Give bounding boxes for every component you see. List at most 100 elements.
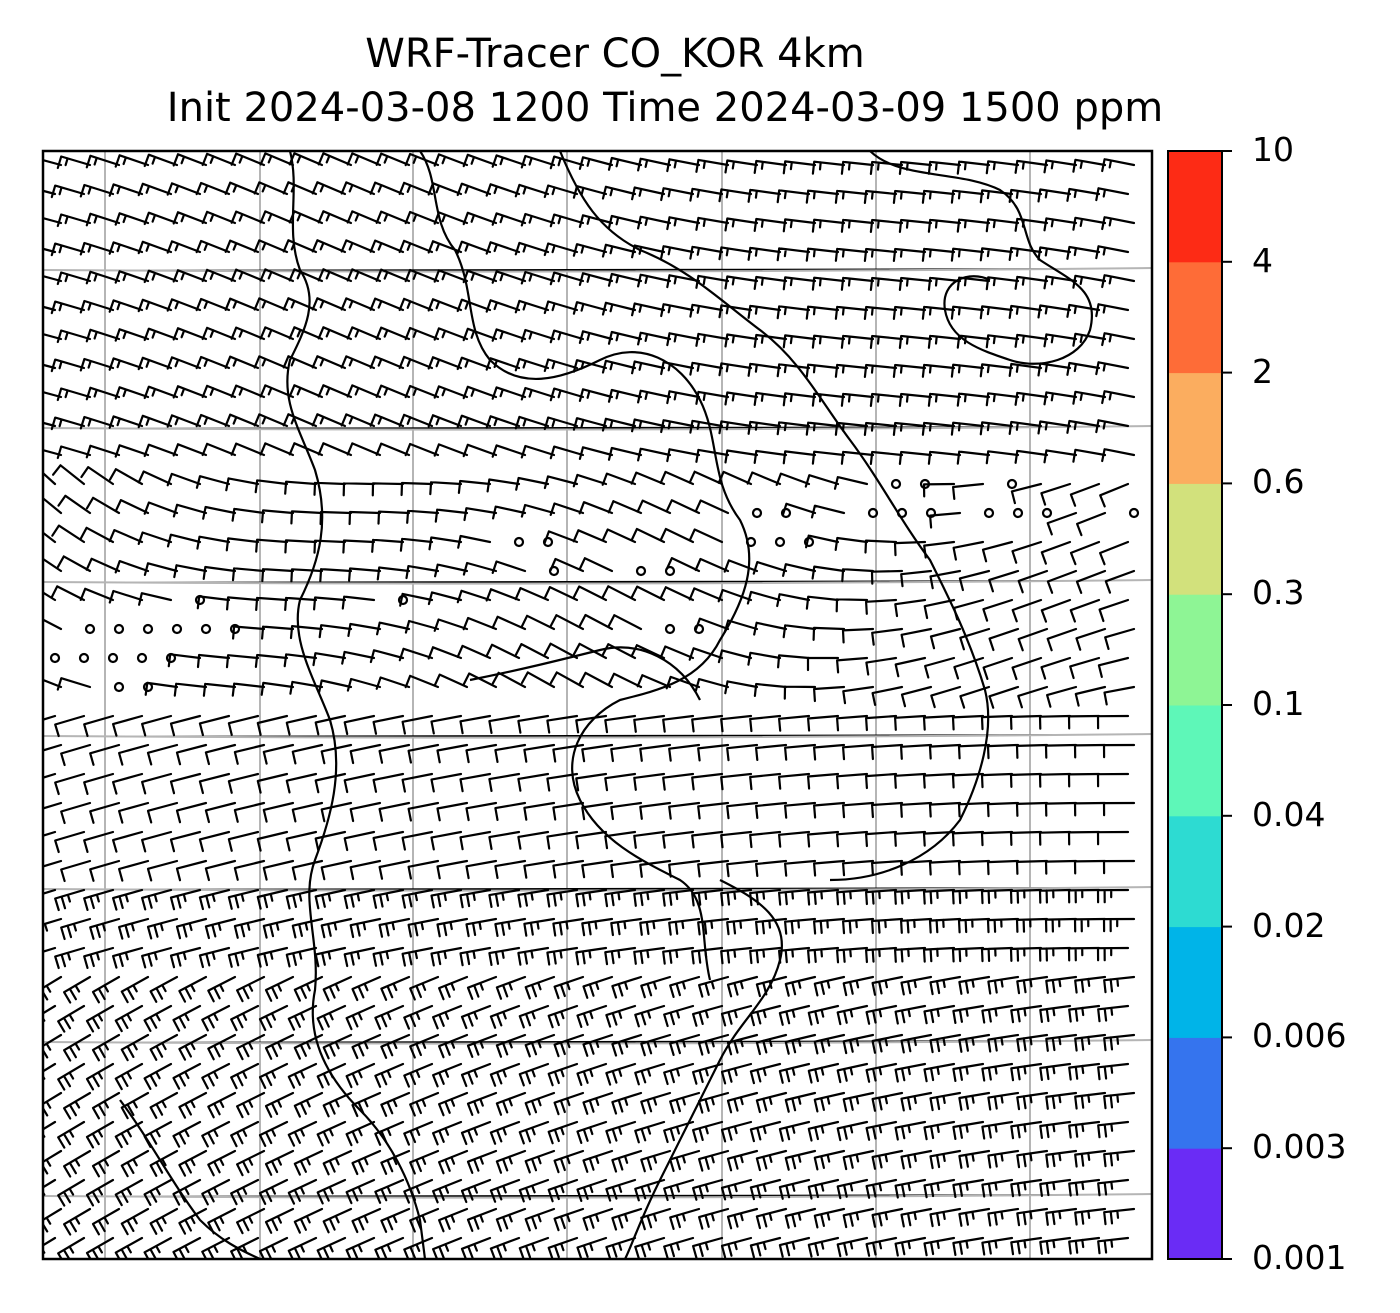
- wind-barb: [316, 1236, 347, 1259]
- wind-barb: [118, 743, 150, 766]
- wind-barb: [552, 859, 585, 879]
- wind-barb: [778, 946, 811, 964]
- wind-barb: [576, 1004, 608, 1028]
- wind-barb: [462, 211, 498, 226]
- wind-barb: [91, 975, 121, 1004]
- wind-barb: [601, 185, 637, 200]
- wind-barb: [491, 386, 527, 400]
- wind-barb: [255, 538, 289, 553]
- wind-barb: [959, 627, 991, 651]
- wind-barb: [1046, 569, 1078, 594]
- wind-barb: [956, 392, 991, 407]
- wind-barb: [697, 743, 730, 762]
- wind-barb: [143, 1178, 173, 1206]
- wind-barb: [1045, 1149, 1078, 1168]
- wind-barb: [375, 442, 411, 457]
- wind-barb: [340, 239, 376, 254]
- wind-barb: [204, 859, 237, 882]
- wind-barb: [811, 450, 846, 465]
- wind-barb: [611, 1207, 643, 1231]
- wind-barb: [610, 743, 643, 763]
- wind-barb: [778, 830, 811, 848]
- wind-barb: [201, 1178, 231, 1206]
- wind-barb: [311, 355, 347, 370]
- wind-barb: [372, 830, 405, 851]
- wind-barb: [784, 917, 817, 935]
- wind-barb: [695, 158, 730, 173]
- wind-barb: [524, 975, 556, 1000]
- wind-barb: [660, 361, 695, 376]
- wind-barb: [718, 188, 753, 203]
- wind-barb: [520, 212, 556, 227]
- wind-barb: [144, 681, 179, 696]
- wind-barb: [921, 189, 956, 204]
- wind-barb: [175, 801, 208, 824]
- wind-barb: [782, 392, 817, 407]
- wind-barb: [495, 1033, 527, 1058]
- wind-barb: [807, 1178, 840, 1200]
- wind-barb: [224, 239, 260, 254]
- wind-barb: [374, 1178, 405, 1204]
- wind-barb: [755, 1149, 788, 1172]
- wind-barb: [351, 1149, 382, 1176]
- wind-barb: [546, 772, 579, 792]
- wind-barb: [607, 388, 643, 403]
- wind-barb: [784, 859, 817, 877]
- wind-barb: [348, 510, 382, 526]
- wind-barb: [871, 1149, 904, 1170]
- wind-barb: [1009, 714, 1043, 730]
- wind-barb: [776, 247, 811, 262]
- wind-barb: [514, 357, 550, 372]
- wind-barb: [842, 975, 875, 997]
- wind-barb: [114, 270, 150, 284]
- wind-barb: [236, 1149, 266, 1177]
- wind-barb: [230, 1120, 260, 1148]
- wind-barb: [50, 358, 86, 373]
- wind-barb: [256, 830, 289, 852]
- wind-barb: [196, 595, 231, 610]
- wind-barb: [694, 678, 730, 692]
- wind-barb: [141, 888, 173, 911]
- wind-barb: [753, 333, 788, 348]
- wind-barb: [546, 946, 579, 966]
- wind-barb: [1008, 304, 1043, 319]
- wind-barb: [62, 1149, 92, 1178]
- wind-barb: [404, 210, 440, 225]
- wind-barb: [430, 772, 463, 793]
- wind-barb: [169, 830, 202, 853]
- wind-barb: [956, 450, 991, 465]
- wind-barb: [804, 474, 840, 488]
- wind-barb: [201, 442, 237, 457]
- wind-barb: [201, 384, 237, 399]
- wind-barb: [137, 298, 173, 313]
- wind-barb: [346, 326, 382, 341]
- wind-barb: [546, 830, 579, 850]
- wind-barb: [172, 153, 208, 167]
- wind-barb: [1067, 830, 1101, 846]
- wind-barb: [1014, 333, 1049, 348]
- wind-barb: [601, 528, 637, 544]
- wind-barb: [433, 211, 469, 225]
- wind-barb: [495, 1149, 527, 1174]
- wind-barb: [169, 714, 202, 737]
- wind-barb: [1043, 217, 1078, 232]
- wind-barb: [375, 384, 411, 399]
- wind-barb: [575, 714, 608, 734]
- wind-barb: [313, 481, 347, 496]
- wind-barb: [438, 1091, 469, 1117]
- wind-barb: [669, 1033, 701, 1056]
- wind-barb: [986, 801, 1020, 818]
- wind-barb: [166, 356, 202, 370]
- wind-barb: [669, 975, 701, 998]
- wind-barb: [293, 1033, 324, 1060]
- wind-barb: [688, 647, 724, 661]
- wind-barb: [958, 1149, 991, 1169]
- calm-wind-circle: [745, 536, 757, 548]
- wind-barb: [928, 801, 962, 818]
- wind-barb: [1069, 656, 1101, 680]
- wind-barb: [547, 1236, 579, 1259]
- wind-barb: [319, 510, 353, 526]
- wind-barb: [79, 241, 115, 256]
- wind-barb: [660, 419, 695, 434]
- wind-barb: [720, 714, 753, 733]
